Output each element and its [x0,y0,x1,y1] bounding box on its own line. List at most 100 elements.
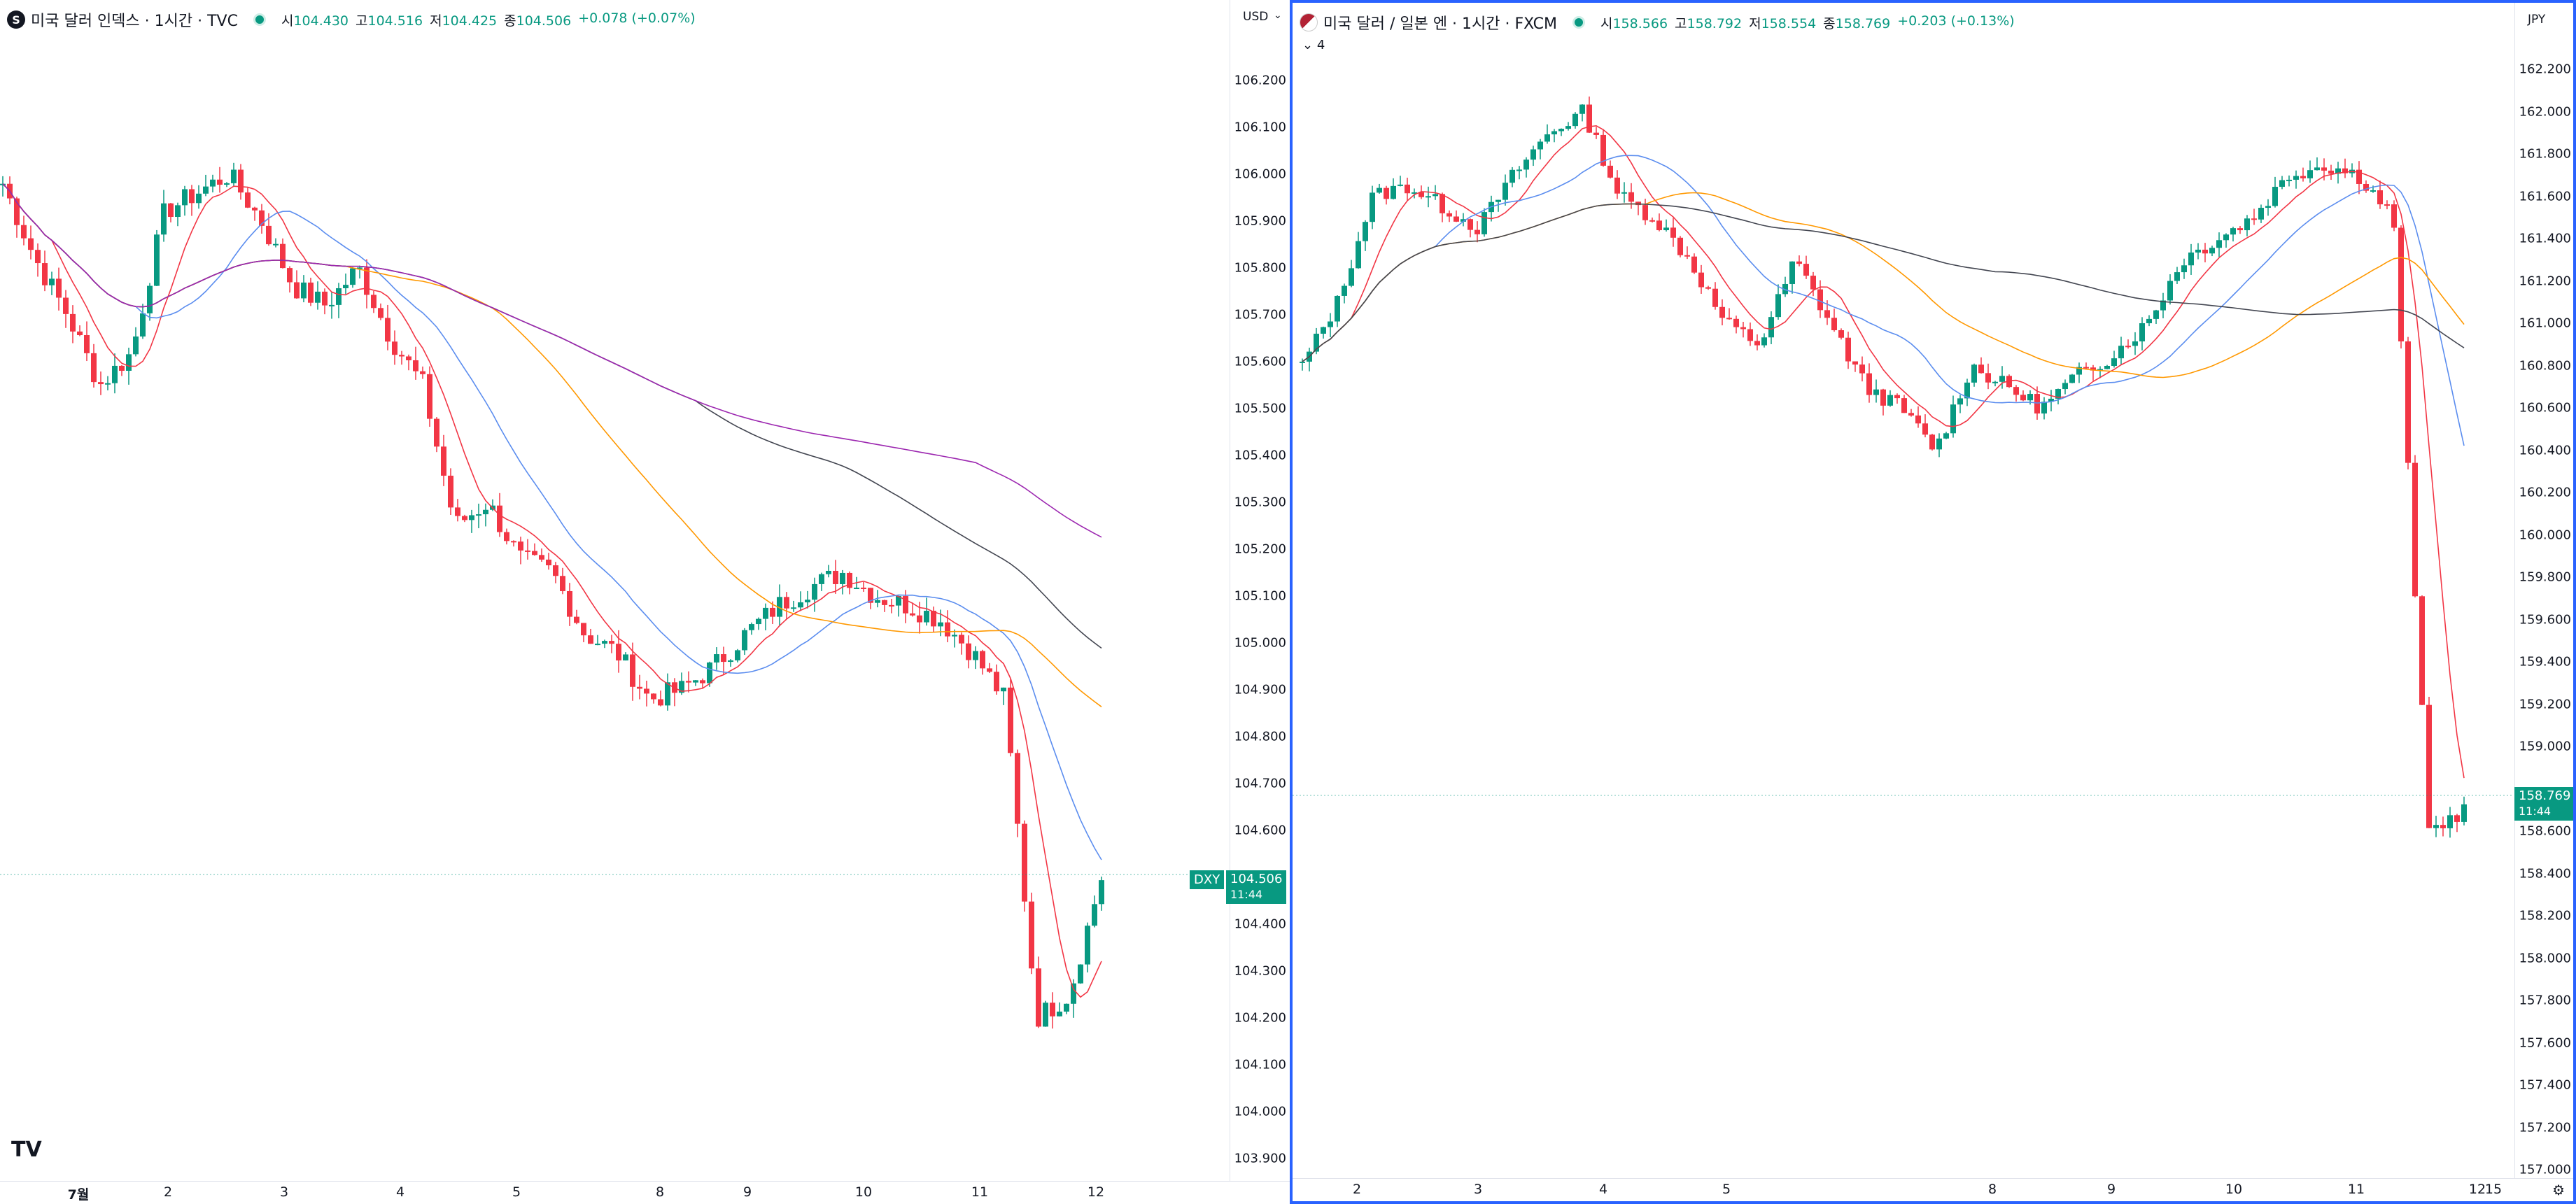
candle-body [315,291,321,303]
candle-body [203,186,209,194]
candle-body [679,681,684,693]
candle-body [1405,184,1410,194]
candle-body [2300,176,2306,178]
candle-body [1349,268,1354,286]
candle-body [1796,261,1802,264]
usdjpy-currency-selector[interactable]: JPY [2528,13,2546,27]
usdjpy-time-label: 5 [1722,1182,1731,1197]
usdjpy-price-plot[interactable] [1293,3,2513,1182]
candle-body [1607,165,1613,178]
candle-body [2251,218,2257,220]
dxy-time-axis[interactable]: 7월 2 3 4 5 8 9 10 11 12 [0,1181,1290,1204]
candle-body [413,360,418,371]
usdjpy-price-tick: 157.400 [2519,1077,2571,1093]
candle-body [1719,306,1725,318]
candle-body [2013,387,2019,395]
candle-body [1971,364,1977,383]
candle-body [2328,170,2334,174]
candle-body [105,383,111,385]
candle-body [1740,327,1746,330]
usdjpy-time-label: 9 [2106,1182,2116,1197]
candle-body [2076,367,2082,375]
candle-body [1468,219,1473,230]
usdjpy-moving-average-line [1302,192,2465,378]
candle-body [630,654,635,687]
usdjpy-time-label: 10 [2225,1182,2243,1197]
candle-body [2391,204,2397,228]
candle-body [21,225,27,239]
candle-body [854,587,859,589]
candle-body [1551,131,1557,135]
candle-body [266,225,272,245]
candle-body [833,570,838,584]
candle-body [1398,184,1403,186]
candle-body [1810,276,1816,290]
candle-body [2097,369,2103,371]
candle-body [1922,423,1928,435]
candle-body [1873,389,1879,395]
tradingview-logo[interactable]: TV [11,1138,42,1162]
candle-body [441,446,446,476]
candle-body [903,595,908,614]
candle-body [1481,212,1487,234]
usdjpy-moving-average-line [1302,125,2465,779]
candle-body [2293,176,2299,180]
dxy-price-tick: 105.900 [1234,213,1286,229]
dxy-price-tick: 104.300 [1234,963,1286,979]
candle-body [497,505,502,532]
dxy-price-tick: 105.000 [1234,635,1286,651]
candle-body [2356,169,2362,184]
candle-body [2223,234,2229,241]
usdjpy-title[interactable]: 미국 달러 / 일본 엔 · 1시간 · FXCM [1323,15,1557,33]
candle-body [952,635,957,637]
chevron-down-icon[interactable]: ⌄ [1274,10,1282,21]
candle-body [791,607,796,609]
candle-body [1691,256,1697,273]
candle-body [2461,804,2467,822]
market-open-status-icon [1572,16,1585,29]
candle-body [2195,249,2201,253]
candle-body [2426,704,2432,828]
candle-body [1768,317,1774,338]
usdjpy-price-tick: 160.800 [2519,358,2571,373]
candle-body [784,597,789,609]
candle-body [945,622,950,637]
candle-body [469,515,474,520]
candle-body [1831,318,1837,331]
dxy-price-tick: 105.300 [1234,495,1286,510]
indicator-collapse-toggle[interactable]: ⌄ 4 [1302,38,1325,52]
usdjpy-time-label: 4 [1598,1182,1608,1197]
dxy-title[interactable]: 미국 달러 인덱스 · 1시간 · TVC [31,13,238,30]
candle-body [322,291,328,306]
candle-body [210,179,216,187]
dxy-price-plot[interactable] [0,0,1225,1182]
usdjpy-price-axis[interactable]: JPY 162.200 162.000 161.800 161.600 161.400 1… [2514,3,2573,1201]
candle-body [1670,227,1676,238]
candle-body [287,268,293,283]
candle-body [2048,398,2054,402]
candle-body [91,353,97,383]
dxy-price-tick: 105.800 [1234,260,1286,276]
gear-icon[interactable]: ⚙ [2552,1182,2565,1198]
candle-body [721,654,726,663]
candle-body [231,169,237,183]
dxy-moving-average-line [2,183,1102,538]
chart-pane-dxy[interactable]: S 미국 달러 인덱스 · 1시간 · TVC 시104.430 고104.51… [0,0,1290,1204]
usdjpy-time-axis[interactable]: 2 3 4 5 8 9 10 11 12 15 [1293,1178,2573,1201]
candle-body [1572,113,1578,127]
candle-body [1817,289,1823,311]
candle-body [1789,261,1795,284]
dxy-price-tick: 104.700 [1234,776,1286,791]
candle-body [1579,104,1585,114]
dxy-currency-selector[interactable]: USD [1243,10,1269,24]
dxy-price-axis[interactable]: USD ⌄ 106.200 106.100 106.000 105.900 105.80… [1230,0,1290,1204]
candle-body [2090,367,2096,371]
chart-pane-usdjpy[interactable]: 미국 달러 / 일본 엔 · 1시간 · FXCM 시158.566 고158.… [1290,0,2576,1204]
usdjpy-time-label: 15 [2484,1182,2503,1197]
candle-body [595,644,600,646]
candle-body [2111,358,2117,367]
dxy-ohlc-values: 시104.430 고104.516 저104.425 종104.506 +0.0… [281,10,696,29]
candle-body [2006,376,2012,388]
chevron-down-icon[interactable]: ⌄ [1302,38,1317,52]
dxy-price-tick: 104.100 [1234,1057,1286,1072]
